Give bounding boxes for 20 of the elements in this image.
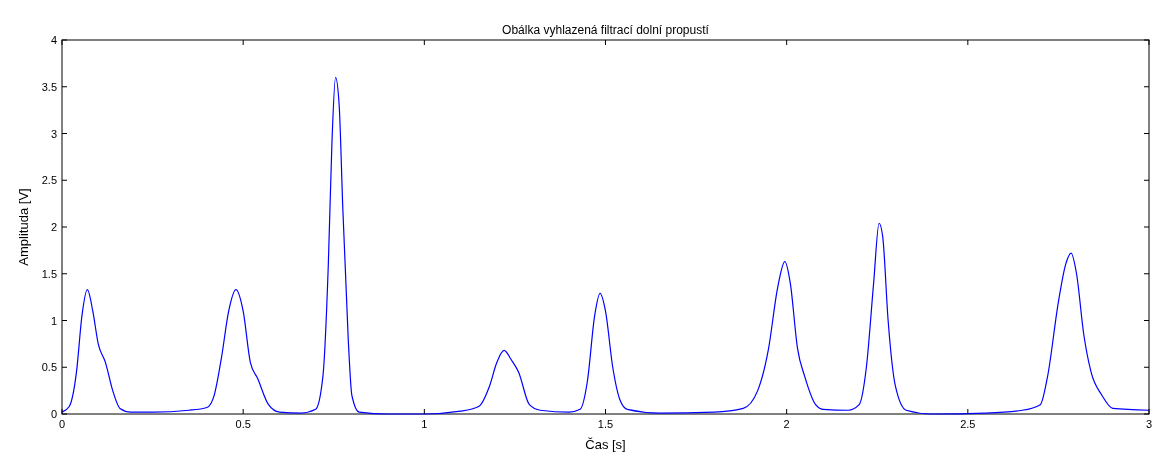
y-tick-label: 1.5 <box>41 267 57 280</box>
x-tick-label: 3 <box>1145 418 1153 430</box>
y-tick-label: 2.5 <box>41 174 57 187</box>
x-tick-label: 1.5 <box>597 418 614 430</box>
x-tick-label: 0 <box>58 418 66 430</box>
x-tick-label: 1 <box>421 418 428 430</box>
y-axis-title: Amplituda [V] <box>16 188 31 266</box>
x-tick-label: 2.5 <box>960 418 976 430</box>
y-tick-label: 3 <box>50 127 57 140</box>
y-tick-label: 1 <box>50 314 57 327</box>
y-tick-label: 0.5 <box>41 361 57 374</box>
x-tick-label: 0.5 <box>235 418 251 430</box>
y-tick-label: 4 <box>50 34 57 46</box>
y-tick-label: 0 <box>50 408 57 420</box>
y-tick-label: 3.5 <box>41 80 57 93</box>
x-tick-label: 2 <box>783 418 790 430</box>
chart-title: Obálka vyhlazená filtrací dolní propustí <box>502 23 710 37</box>
x-axis-title: Čas [s] <box>585 437 626 452</box>
line-series <box>61 76 1150 415</box>
y-tick-label: 2 <box>50 221 57 233</box>
